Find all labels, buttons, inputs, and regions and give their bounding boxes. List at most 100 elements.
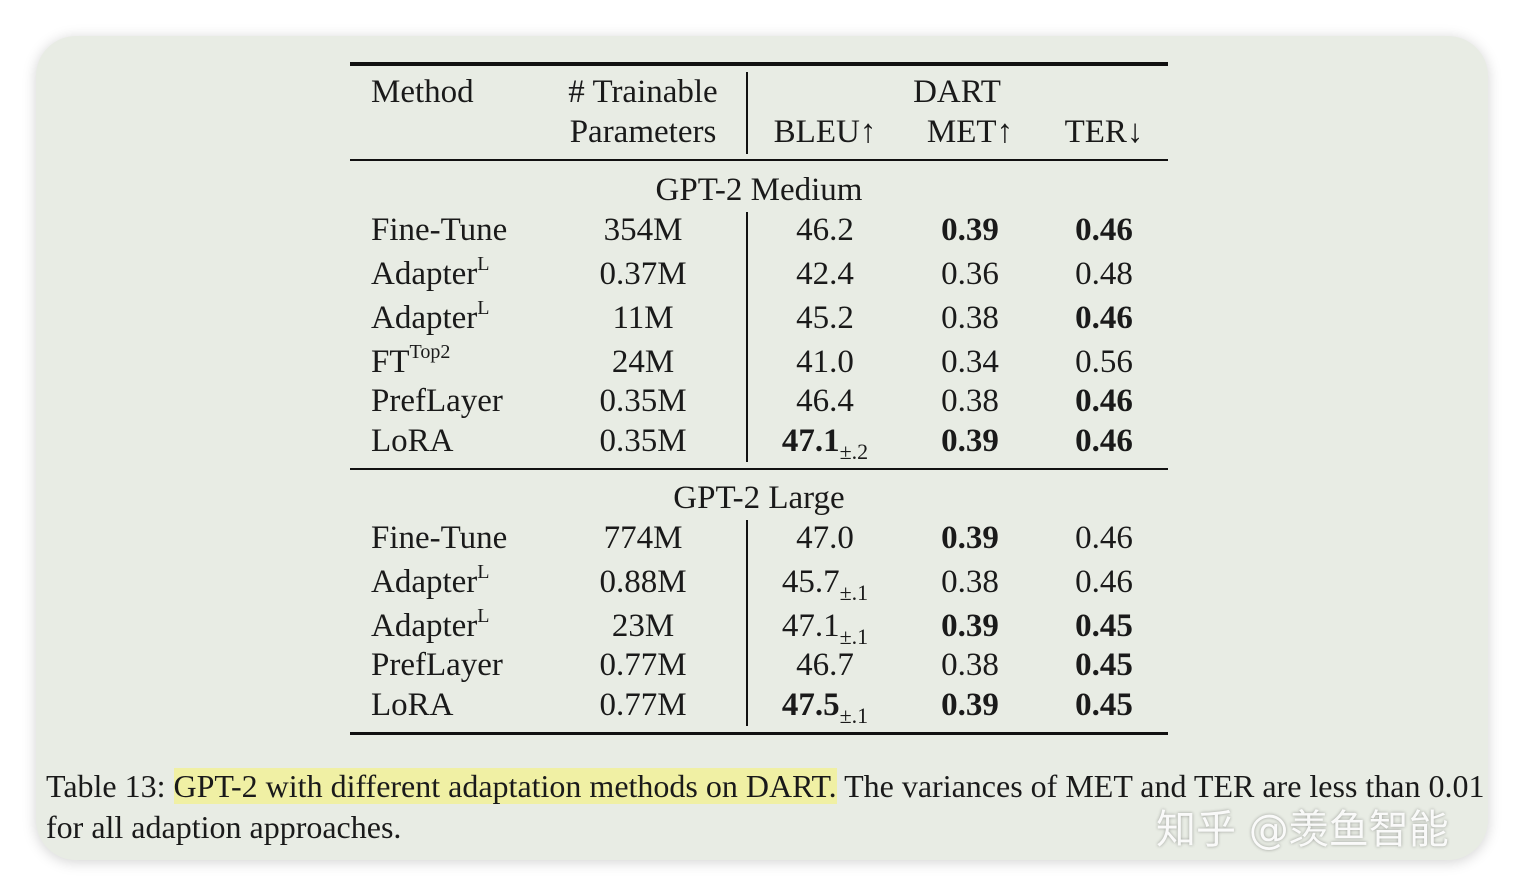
method-name: FT — [371, 344, 410, 380]
params-cell: 24M — [611, 344, 675, 380]
bleu-cell: 45.7±.1 — [782, 562, 868, 605]
method-cell: Fine-Tune — [371, 210, 507, 250]
bleu-variance: ±.1 — [839, 703, 869, 728]
params-cell: 0.35M — [599, 383, 687, 419]
ter-cell: 0.46 — [1075, 423, 1133, 459]
results-table: Method # Trainable Parameters DART BLEU↑… — [350, 62, 1168, 736]
method-name: Fine-Tune — [371, 520, 508, 556]
met-cell: 0.38 — [941, 383, 999, 419]
method-cell: LoRA — [371, 685, 454, 725]
bleu-value: 46.4 — [796, 383, 854, 419]
method-cell: Fine-Tune — [371, 518, 507, 558]
caption-highlight: GPT-2 with different adaptation methods … — [173, 768, 837, 804]
met-cell: 0.34 — [941, 344, 999, 380]
bleu-value: 45.2 — [796, 300, 854, 336]
table-bottom-rule — [350, 732, 1168, 735]
bleu-value: 47.5 — [781, 687, 840, 723]
bleu-cell: 41.0 — [796, 342, 854, 382]
medium-vertical-rule — [746, 212, 748, 462]
ter-cell: 0.46 — [1075, 383, 1133, 419]
method-name: Adapter — [371, 608, 478, 644]
method-cell: LoRA — [371, 421, 454, 461]
met-cell: 0.39 — [941, 520, 999, 556]
method-cell: FTTop2 — [371, 341, 451, 386]
bleu-value: 47.0 — [796, 520, 854, 556]
large-vertical-rule — [746, 520, 748, 726]
header-bleu: BLEU↑ — [773, 114, 877, 150]
figure-card — [36, 36, 1488, 860]
method-cell: AdapterL — [371, 297, 490, 342]
ter-cell: 0.45 — [1075, 608, 1133, 644]
watermark: 知乎 @羡鱼智能 — [1156, 807, 1449, 853]
met-cell: 0.39 — [941, 608, 999, 644]
method-superscript: L — [477, 605, 490, 627]
ter-cell: 0.46 — [1075, 300, 1133, 336]
method-name: PrefLayer — [371, 383, 503, 419]
table-group-rule — [350, 468, 1168, 470]
method-cell: AdapterL — [371, 561, 490, 606]
met-cell: 0.36 — [941, 256, 999, 292]
group-header: GPT-2 Medium — [655, 172, 863, 208]
bleu-value: 42.4 — [796, 256, 854, 292]
ter-cell: 0.46 — [1075, 564, 1133, 600]
met-cell: 0.38 — [941, 647, 999, 683]
bleu-cell: 42.4 — [796, 254, 854, 294]
header-params-line1: # Trainable — [568, 74, 718, 110]
method-name: Fine-Tune — [371, 212, 508, 248]
bleu-value: 47.1 — [781, 423, 840, 459]
ter-cell: 0.46 — [1075, 520, 1133, 556]
method-superscript: Top2 — [409, 341, 451, 363]
bleu-cell: 47.0 — [796, 518, 854, 558]
met-cell: 0.39 — [941, 423, 999, 459]
method-cell: AdapterL — [371, 605, 490, 650]
method-superscript: L — [477, 561, 490, 583]
bleu-value: 45.7 — [781, 564, 840, 600]
bleu-cell: 47.5±.1 — [782, 685, 868, 728]
bleu-cell: 47.1±.2 — [782, 421, 868, 464]
met-cell: 0.38 — [941, 564, 999, 600]
bleu-variance: ±.1 — [839, 624, 869, 649]
bleu-variance: ±.1 — [839, 580, 869, 605]
ter-cell: 0.56 — [1075, 344, 1133, 380]
ter-cell: 0.45 — [1075, 687, 1133, 723]
ter-cell: 0.45 — [1075, 647, 1133, 683]
group-header: GPT-2 Large — [673, 480, 845, 516]
method-name: Adapter — [371, 300, 478, 336]
met-cell: 0.39 — [941, 687, 999, 723]
method-name: PrefLayer — [371, 647, 503, 683]
header-params-line2: Parameters — [569, 114, 717, 150]
bleu-cell: 45.2 — [796, 298, 854, 338]
bleu-value: 41.0 — [796, 344, 854, 380]
ter-cell: 0.46 — [1075, 212, 1133, 248]
params-cell: 0.35M — [599, 423, 687, 459]
method-cell: AdapterL — [371, 253, 490, 298]
caption-label: Table 13: — [46, 768, 166, 804]
params-cell: 0.88M — [599, 564, 687, 600]
params-cell: 354M — [603, 212, 683, 248]
method-superscript: L — [477, 253, 490, 275]
method-cell: PrefLayer — [371, 381, 503, 421]
params-cell: 0.77M — [599, 647, 687, 683]
bleu-cell: 46.2 — [796, 210, 854, 250]
table-caption: Table 13: GPT-2 with different adaptatio… — [46, 766, 1486, 848]
bleu-value: 47.1 — [781, 608, 840, 644]
table-top-rule — [350, 62, 1168, 66]
params-cell: 11M — [612, 300, 674, 336]
header-dataset: DART — [913, 74, 1001, 110]
method-name: LoRA — [371, 423, 454, 459]
bleu-variance: ±.2 — [839, 439, 869, 464]
method-name: LoRA — [371, 687, 454, 723]
caption-text: The variances of MET and TER are less th… — [46, 768, 1485, 845]
params-cell: 0.37M — [599, 256, 687, 292]
header-ter: TER↓ — [1064, 114, 1144, 150]
method-name: Adapter — [371, 564, 478, 600]
met-cell: 0.39 — [941, 212, 999, 248]
met-cell: 0.38 — [941, 300, 999, 336]
bleu-value: 46.7 — [796, 647, 854, 683]
header-met: MET↑ — [926, 114, 1014, 150]
method-cell: PrefLayer — [371, 645, 503, 685]
method-superscript: L — [477, 297, 490, 319]
header-method: Method — [371, 74, 474, 110]
bleu-cell: 46.7 — [796, 645, 854, 685]
ter-cell: 0.48 — [1075, 256, 1133, 292]
